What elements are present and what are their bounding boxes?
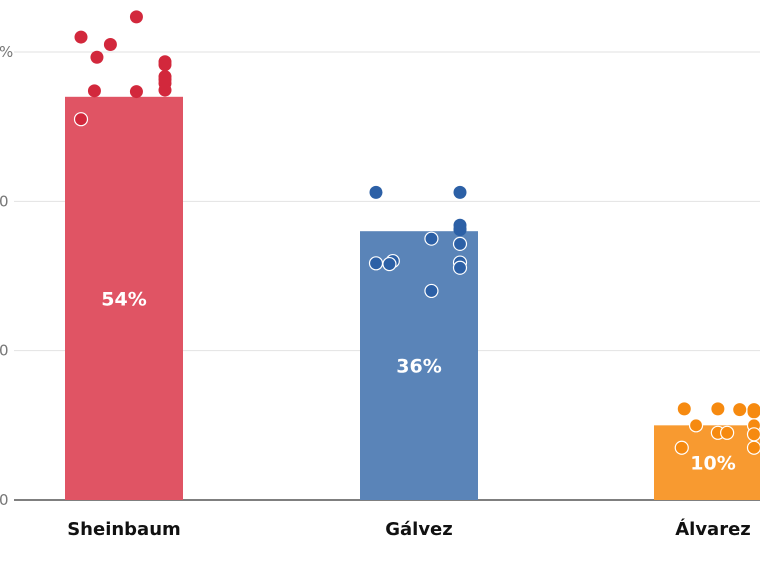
poll-dot xyxy=(129,85,143,99)
y-axis-ticks: 0 0 0% xyxy=(0,43,13,509)
poll-dot xyxy=(746,440,760,455)
poll-dot xyxy=(452,236,468,251)
bar-sheinbaum xyxy=(65,96,183,501)
category-label: Gálvez xyxy=(385,519,453,540)
poll-dot xyxy=(90,50,104,64)
value-label: 54% xyxy=(101,288,146,310)
poll-dot xyxy=(688,418,704,433)
poll-dot xyxy=(453,185,467,199)
category-label: Álvarez xyxy=(675,518,751,540)
poll-dot xyxy=(158,58,172,72)
poll-dot xyxy=(382,256,397,272)
y-tick-label: % xyxy=(0,43,13,61)
bar-gálvez xyxy=(360,231,478,500)
poll-dot xyxy=(720,425,735,440)
poll-dot xyxy=(369,185,383,199)
poll-dot xyxy=(158,83,172,97)
poll-dot xyxy=(733,403,747,417)
poll-dot xyxy=(746,427,760,442)
category-label: Sheinbaum xyxy=(67,519,181,540)
y-tick-label: 0 xyxy=(0,491,9,509)
poll-dot xyxy=(747,405,760,419)
poll-dot xyxy=(674,440,689,455)
poll-dot xyxy=(73,112,89,127)
poll-dot xyxy=(74,30,88,44)
poll-dot xyxy=(87,84,101,98)
poll-dot xyxy=(103,38,117,52)
poll-dot xyxy=(424,231,439,246)
value-label: 10% xyxy=(690,453,735,475)
y-tick-label: 0 xyxy=(0,192,9,210)
poll-dot xyxy=(368,256,384,271)
poll-dots xyxy=(73,10,760,455)
poll-dot xyxy=(452,260,468,275)
poll-dot xyxy=(129,10,143,24)
poll-dot xyxy=(677,402,691,416)
value-label: 36% xyxy=(396,356,441,378)
y-tick-label: 0 xyxy=(0,342,9,360)
bars xyxy=(65,96,760,501)
poll-dot xyxy=(711,402,725,416)
poll-dot xyxy=(453,223,467,237)
bar-álvarez xyxy=(654,425,760,500)
poll-dot xyxy=(424,283,439,299)
labels: 54% 36% 10% Sheinbaum Gálvez Álvarez xyxy=(67,288,751,540)
